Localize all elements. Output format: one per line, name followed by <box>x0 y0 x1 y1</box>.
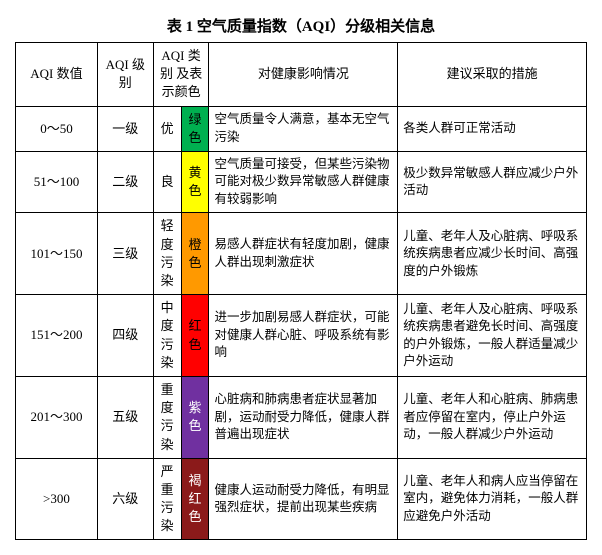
cell-value: 101～150 <box>16 213 98 295</box>
cell-value: 151～200 <box>16 295 98 377</box>
table-title: 表 1 空气质量指数（AQI）分级相关信息 <box>15 15 587 36</box>
cell-suggest: 极少数异常敏感人群应减少户外活动 <box>398 151 587 213</box>
cell-color: 红色 <box>181 295 209 377</box>
cell-health: 空气质量可接受，但某些污染物可能对极少数异常敏感人群健康有较弱影响 <box>209 151 398 213</box>
table-row: 51～100二级良黄色空气质量可接受，但某些污染物可能对极少数异常敏感人群健康有… <box>16 151 587 213</box>
cell-health: 进一步加剧易感人群症状，可能对健康人群心脏、呼吸系统有影响 <box>209 295 398 377</box>
table-row: 151～200四级中度 污染红色进一步加剧易感人群症状，可能对健康人群心脏、呼吸… <box>16 295 587 377</box>
cell-color: 橙色 <box>181 213 209 295</box>
cell-level: 一级 <box>97 106 153 151</box>
cell-health: 健康人运动耐受力降低，有明显强烈症状，提前出现某些疾病 <box>209 458 398 540</box>
cell-suggest: 儿童、老年人和心脏病、肺病患者应停留在室内，停止户外运动，一般人群减少户外运动 <box>398 376 587 458</box>
cell-value: 0～50 <box>16 106 98 151</box>
cell-level: 三级 <box>97 213 153 295</box>
cell-level: 六级 <box>97 458 153 540</box>
aqi-table: AQI 数值 AQI 级别 AQI 类别 及表示颜色 对健康影响情况 建议采取的… <box>15 42 587 540</box>
cell-color: 绿色 <box>181 106 209 151</box>
table-row: 201～300五级重度 污染紫色心脏病和肺病患者症状显著加剧，运动耐受力降低，健… <box>16 376 587 458</box>
cell-health: 易感人群症状有轻度加剧，健康人群出现刺激症状 <box>209 213 398 295</box>
cell-color: 褐红色 <box>181 458 209 540</box>
header-row: AQI 数值 AQI 级别 AQI 类别 及表示颜色 对健康影响情况 建议采取的… <box>16 43 587 107</box>
cell-suggest: 儿童、老年人及心脏病、呼吸系统疾病患者避免长时间、高强度的户外锻炼，一般人群适量… <box>398 295 587 377</box>
cell-suggest: 儿童、老年人及心脏病、呼吸系统疾病患者应减少长时间、高强度的户外锻炼 <box>398 213 587 295</box>
cell-value: 201～300 <box>16 376 98 458</box>
table-row: 101～150三级轻度 污染橙色易感人群症状有轻度加剧，健康人群出现刺激症状儿童… <box>16 213 587 295</box>
cell-category: 中度 污染 <box>153 295 181 377</box>
cell-category: 良 <box>153 151 181 213</box>
header-level: AQI 级别 <box>97 43 153 107</box>
cell-level: 四级 <box>97 295 153 377</box>
header-value: AQI 数值 <box>16 43 98 107</box>
cell-category: 轻度 污染 <box>153 213 181 295</box>
cell-category: 优 <box>153 106 181 151</box>
table-body: 0～50一级优绿色空气质量令人满意，基本无空气污染各类人群可正常活动51～100… <box>16 106 587 540</box>
header-category: AQI 类别 及表示颜色 <box>153 43 209 107</box>
cell-level: 五级 <box>97 376 153 458</box>
cell-health: 心脏病和肺病患者症状显著加剧，运动耐受力降低，健康人群普遍出现症状 <box>209 376 398 458</box>
cell-color: 黄色 <box>181 151 209 213</box>
cell-suggest: 各类人群可正常活动 <box>398 106 587 151</box>
cell-suggest: 儿童、老年人和病人应当停留在室内，避免体力消耗，一般人群应避免户外活动 <box>398 458 587 540</box>
cell-value: >300 <box>16 458 98 540</box>
header-suggest: 建议采取的措施 <box>398 43 587 107</box>
cell-health: 空气质量令人满意，基本无空气污染 <box>209 106 398 151</box>
table-row: 0～50一级优绿色空气质量令人满意，基本无空气污染各类人群可正常活动 <box>16 106 587 151</box>
cell-category: 严重 污染 <box>153 458 181 540</box>
cell-value: 51～100 <box>16 151 98 213</box>
header-health: 对健康影响情况 <box>209 43 398 107</box>
cell-color: 紫色 <box>181 376 209 458</box>
cell-category: 重度 污染 <box>153 376 181 458</box>
table-row: >300六级严重 污染褐红色健康人运动耐受力降低，有明显强烈症状，提前出现某些疾… <box>16 458 587 540</box>
cell-level: 二级 <box>97 151 153 213</box>
